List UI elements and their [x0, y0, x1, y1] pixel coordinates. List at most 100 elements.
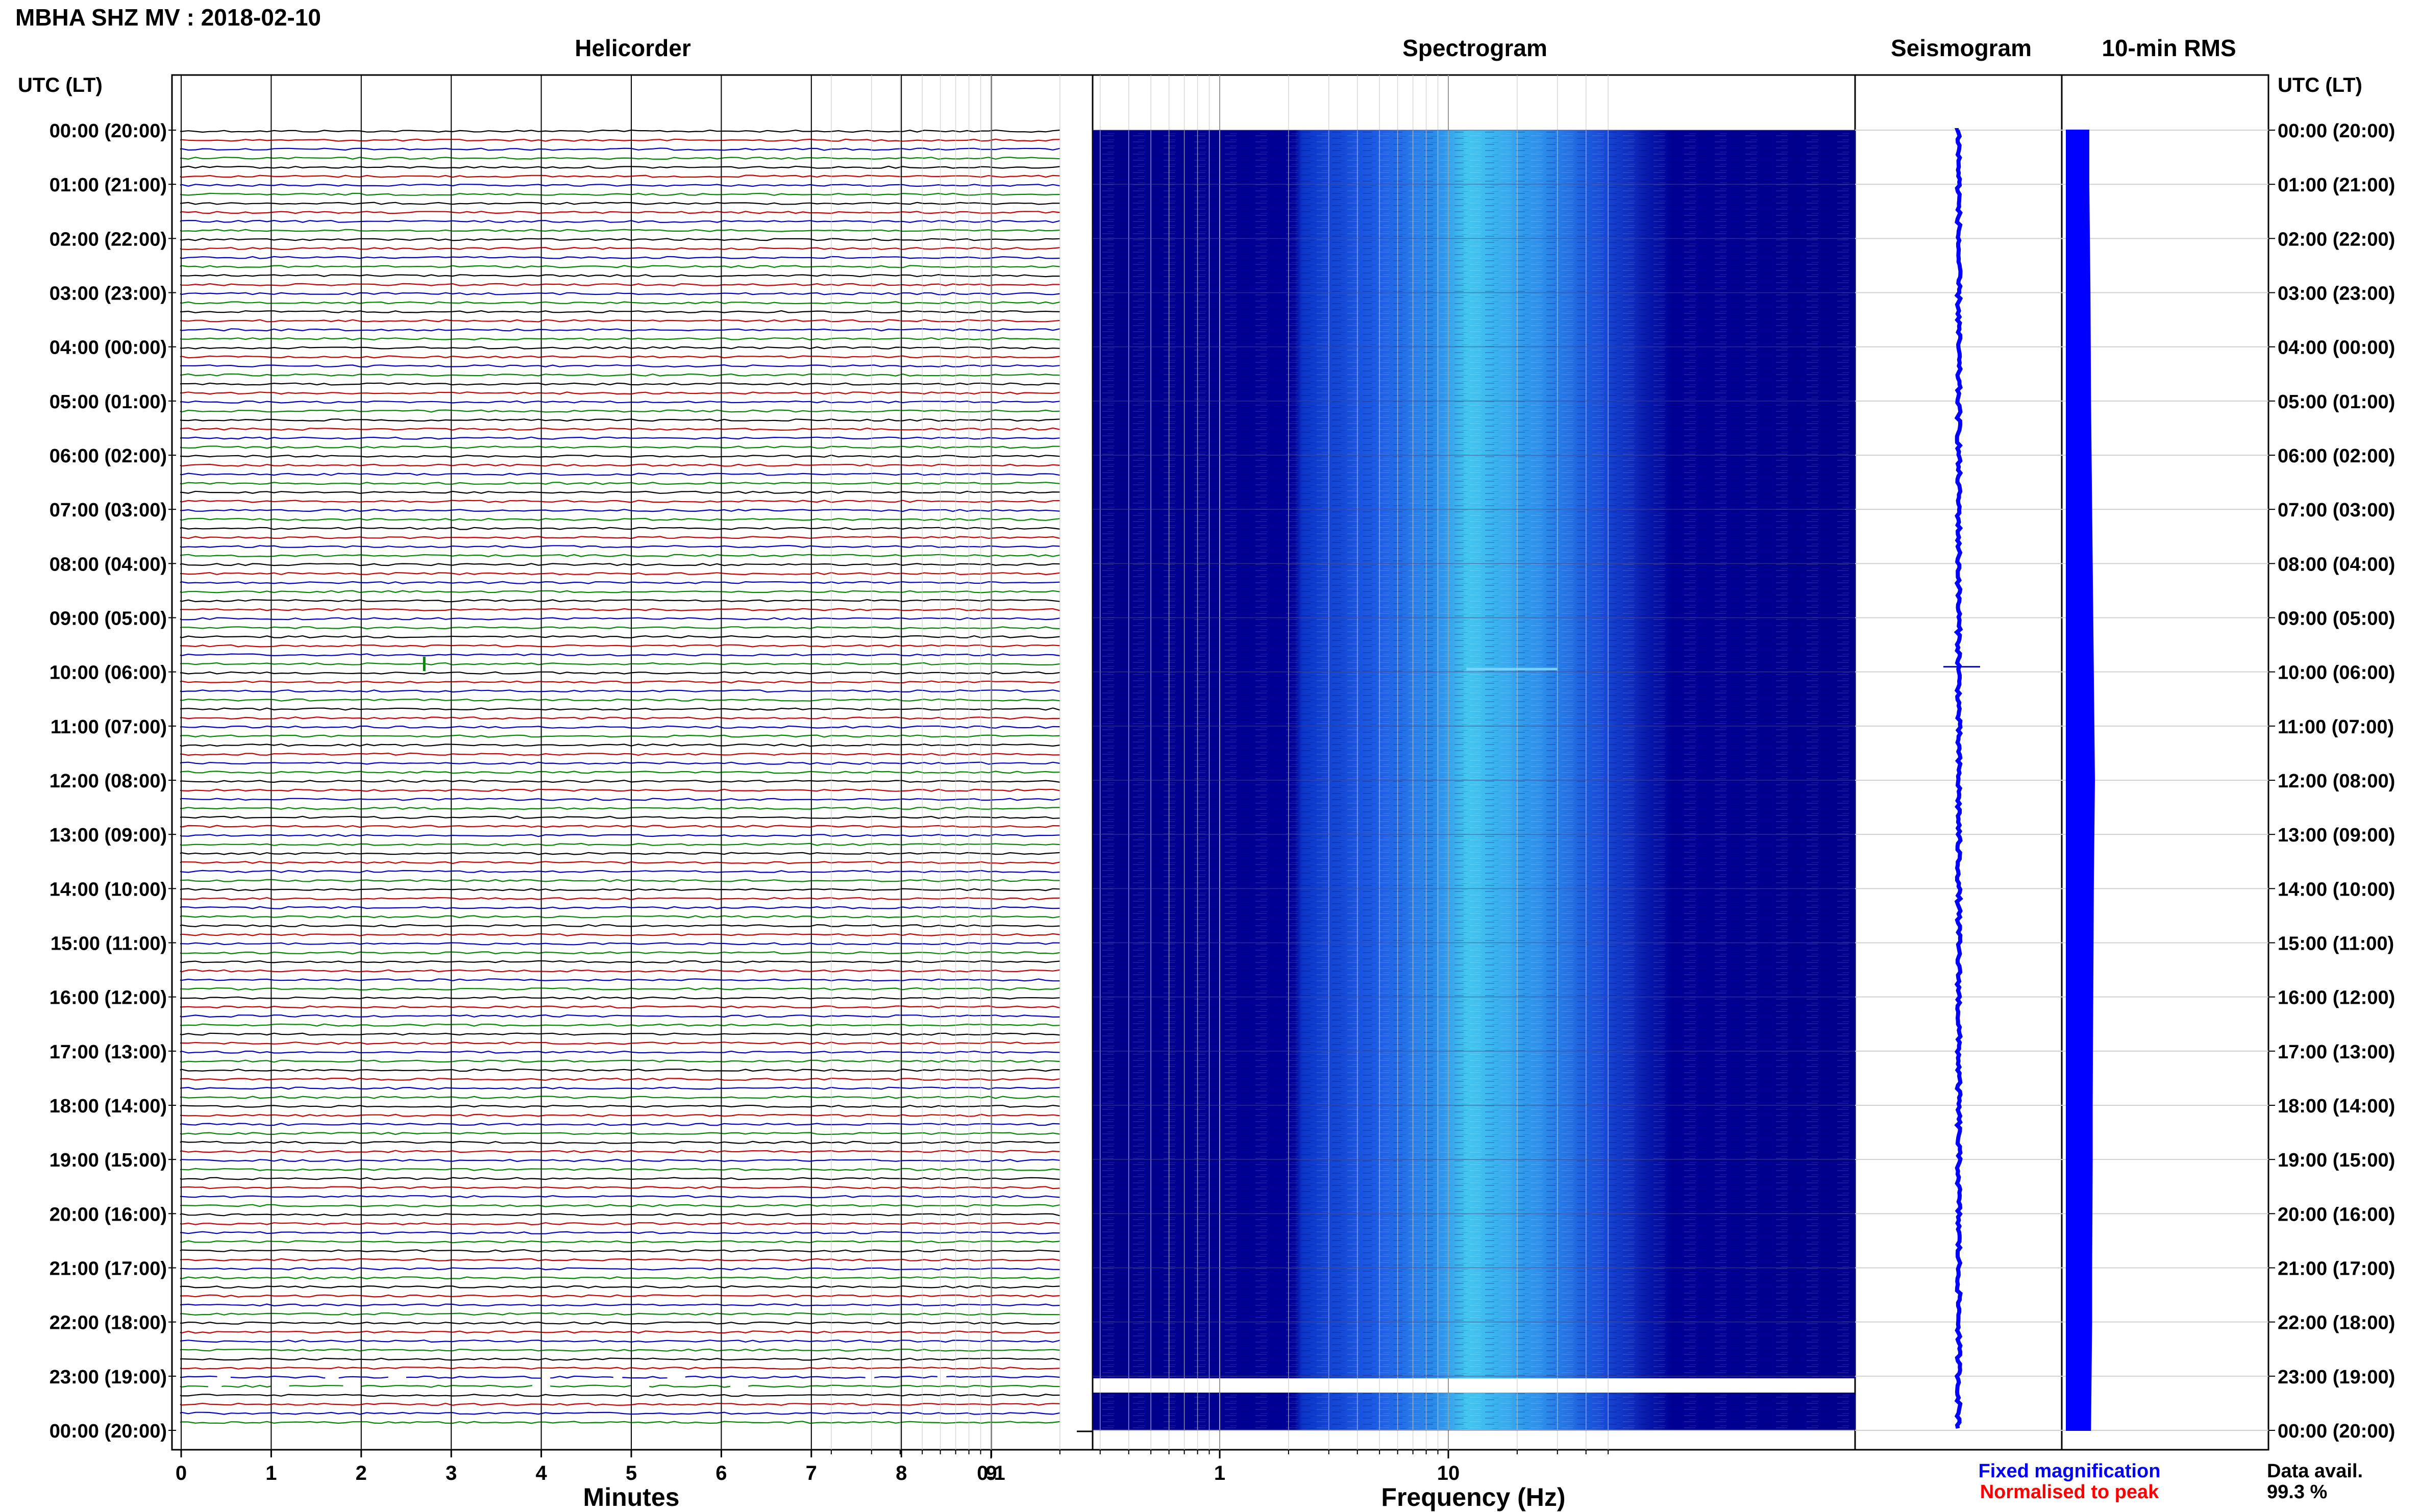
helicorder-trace [180, 1113, 1060, 1117]
time-label-right: 12:00 (08:00) [2278, 771, 2395, 792]
time-label-right: 07:00 (03:00) [2278, 500, 2395, 521]
time-label-right: 16:00 (12:00) [2278, 987, 2395, 1009]
helicorder-trace [180, 256, 1060, 259]
helicorder-gap [271, 1383, 289, 1389]
minute-tick-label: 5 [626, 1462, 637, 1484]
helicorder-trace [180, 879, 1060, 882]
helicorder-trace [180, 147, 1060, 151]
helicorder-trace [180, 716, 1060, 720]
helicorder-trace [180, 653, 1060, 657]
time-label-left: 20:00 (16:00) [50, 1204, 167, 1225]
helicorder-trace [180, 1394, 1060, 1397]
helicorder-trace [180, 156, 1060, 160]
helicorder-trace [180, 1177, 1060, 1180]
helicorder-trace [180, 1276, 1060, 1280]
helicorder-panel [171, 74, 1094, 1451]
helicorder-trace [180, 1141, 1060, 1144]
helicorder-trace [180, 644, 1060, 648]
time-label-left: 19:00 (15:00) [50, 1150, 167, 1171]
helicorder-trace [180, 897, 1060, 901]
helicorder-trace [180, 184, 1060, 187]
helicorder-x-axis: 0 1 2 3 4 5 6 7 8 9 [176, 1450, 997, 1484]
time-label-right: 20:00 (16:00) [2278, 1204, 2395, 1225]
legend-fixed-magnification: Fixed magnification [1979, 1460, 2161, 1482]
helicorder-trace [180, 355, 1060, 359]
helicorder-gap [541, 1374, 551, 1380]
helicorder-trace [180, 1421, 1060, 1424]
helicorder-trace [180, 563, 1060, 566]
time-axis-label-left: UTC (LT) [18, 74, 103, 96]
helicorder-trace [180, 1402, 1060, 1406]
helicorder-trace [180, 1330, 1060, 1334]
seismogram-trace [1943, 128, 1980, 1429]
helicorder-trace [180, 626, 1060, 630]
helicorder-trace [180, 662, 1060, 666]
time-label-left: 14:00 (10:00) [50, 879, 167, 900]
helicorder-trace [180, 1104, 1060, 1108]
helicorder-x-label: Minutes [583, 1483, 680, 1511]
time-label-right: 11:00 (07:00) [2278, 716, 2394, 738]
helicorder-trace [180, 779, 1060, 783]
helicorder-trace [180, 238, 1060, 241]
time-labels-left: 00:00 (20:00) 01:00 (21:00) 02:00 (22:00) 0… [50, 120, 176, 1442]
rms-header: 10-min RMS [2102, 35, 2236, 61]
helicorder-trace [180, 1159, 1060, 1162]
helicorder-trace [180, 274, 1060, 278]
helicorder-trace [180, 1195, 1060, 1199]
helicorder-trace [180, 427, 1060, 431]
helicorder-trace [180, 418, 1060, 422]
helicorder-trace [180, 1366, 1060, 1370]
helicorder-trace [180, 861, 1060, 864]
helicorder-trace [180, 698, 1060, 702]
time-label-right: 04:00 (00:00) [2278, 337, 2395, 359]
helicorder-trace [180, 960, 1060, 963]
helicorder-gap [613, 1374, 623, 1380]
helicorder-trace [180, 211, 1060, 214]
time-label-right: 02:00 (22:00) [2278, 229, 2395, 250]
spectrogram-header: Spectrogram [1402, 35, 1547, 61]
minute-tick-label: 0 [176, 1462, 187, 1484]
helicorder-gap [865, 1374, 875, 1380]
spectrogram-grid [831, 75, 1855, 1450]
helicorder-trace [180, 572, 1060, 576]
helicorder-trace [180, 734, 1060, 738]
time-label-right: 19:00 (15:00) [2278, 1150, 2395, 1171]
time-label-left: 11:00 (07:00) [51, 716, 167, 738]
helicorder-trace [180, 409, 1060, 413]
time-label-left: 08:00 (04:00) [50, 554, 167, 575]
minute-tick-label: 6 [715, 1462, 727, 1484]
time-label-left: 10:00 (06:00) [50, 662, 167, 684]
data-availability-label: Data avail. [2267, 1460, 2363, 1482]
time-label-left: 00:00 (20:00) [50, 120, 167, 142]
time-label-left: 13:00 (09:00) [50, 825, 167, 846]
helicorder-trace [180, 1357, 1060, 1361]
time-label-right: 00:00 (20:00) [2278, 1421, 2395, 1442]
helicorder-trace [180, 328, 1060, 332]
helicorder-trace [180, 373, 1060, 377]
spectrogram-x-label: Frequency (Hz) [1381, 1483, 1565, 1511]
helicorder-trace [180, 544, 1060, 549]
time-label-right: 01:00 (21:00) [2278, 175, 2395, 196]
helicorder-trace [180, 842, 1060, 846]
helicorder-gap [667, 1374, 685, 1380]
helicorder-trace [180, 445, 1060, 449]
helicorder-trace [180, 788, 1060, 792]
time-label-left: 06:00 (02:00) [50, 445, 167, 467]
time-label-left: 16:00 (12:00) [50, 987, 167, 1009]
time-label-right: 14:00 (10:00) [2278, 879, 2395, 900]
rms-bar-profile [2066, 130, 2095, 1431]
time-label-right: 17:00 (13:00) [2278, 1042, 2395, 1063]
time-label-left: 12:00 (08:00) [50, 771, 167, 792]
helicorder-trace [180, 1059, 1060, 1063]
helicorder-trace [180, 969, 1060, 973]
helicorder-trace [180, 1150, 1060, 1153]
helicorder-gap [208, 1383, 222, 1389]
helicorder-trace [180, 1321, 1060, 1325]
helicorder-trace [180, 165, 1060, 169]
rms-panel [2061, 74, 2269, 1451]
helicorder-trace [180, 996, 1060, 1000]
time-label-right: 03:00 (23:00) [2278, 283, 2395, 305]
helicorder-trace [180, 834, 1060, 837]
helicorder-trace [180, 1069, 1060, 1072]
